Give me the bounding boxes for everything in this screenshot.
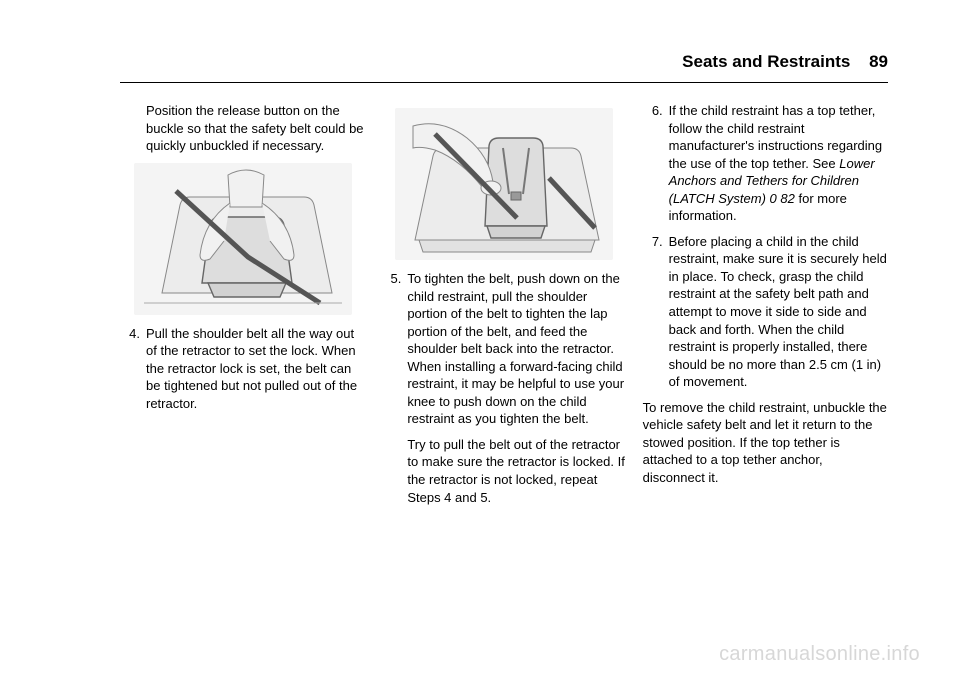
column-3: 6. If the child restraint has a top teth… — [643, 102, 888, 638]
step-6-number: 6. — [643, 102, 669, 225]
step-4-text: Pull the shoulder belt all the way out o… — [146, 325, 365, 413]
illustration-pull-belt — [134, 163, 352, 315]
page-left-margin — [0, 0, 8, 678]
step-7-text: Before placing a child in the child rest… — [669, 233, 888, 391]
step-5-text: To tighten the belt, push down on the ch… — [407, 270, 626, 428]
step-4: 4. Pull the shoulder belt all the way ou… — [120, 325, 365, 413]
step-6-text: If the child restraint has a top tether,… — [669, 102, 888, 225]
watermark: carmanualsonline.info — [719, 643, 920, 666]
page-header: Seats and Restraints 89 — [682, 52, 888, 72]
step-5: 5. To tighten the belt, push down on the… — [381, 270, 626, 428]
column-1: Position the release button on the buckl… — [120, 102, 365, 638]
illustration-tighten-belt — [395, 108, 613, 260]
step-4-number: 4. — [120, 325, 146, 413]
intro-paragraph: Position the release button on the buckl… — [146, 102, 365, 155]
step-6-link-page: 82 — [780, 191, 794, 206]
content-area: Position the release button on the buckl… — [120, 102, 888, 638]
header-divider — [120, 82, 888, 83]
step-5-para-2: Try to pull the belt out of the retracto… — [407, 436, 626, 506]
step-6: 6. If the child restraint has a top teth… — [643, 102, 888, 225]
closing-paragraph: To remove the child restraint, unbuckle … — [643, 399, 888, 487]
step-7-number: 7. — [643, 233, 669, 391]
section-title: Seats and Restraints — [682, 52, 850, 71]
step-7: 7. Before placing a child in the child r… — [643, 233, 888, 391]
step-6-link-symbol: 0 — [766, 191, 780, 206]
column-2: 5. To tighten the belt, push down on the… — [381, 102, 626, 638]
page-number: 89 — [869, 52, 888, 71]
step-5-number: 5. — [381, 270, 407, 428]
